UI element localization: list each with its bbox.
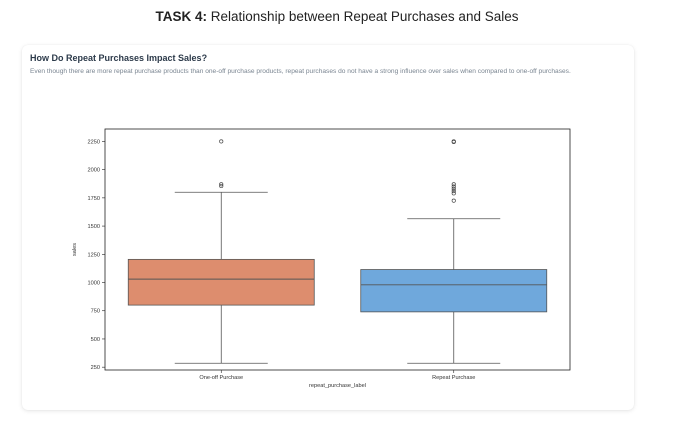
plot-frame — [104, 128, 571, 371]
outlier-point — [451, 184, 456, 189]
y-tick-label: 250 — [91, 365, 100, 371]
x-axis-label: repeat_purchase_label — [309, 383, 366, 389]
y-tick-label: 500 — [91, 337, 100, 343]
x-tick-label: One-off Purchase — [199, 375, 243, 381]
outlier-point — [219, 182, 224, 187]
task-title-text: Relationship between Repeat Purchases an… — [210, 9, 519, 24]
iqr-box — [127, 258, 315, 306]
card-heading: How Do Repeat Purchases Impact Sales? — [30, 53, 208, 63]
y-tick-label: 750 — [91, 309, 100, 315]
x-tick-label: Repeat Purchase — [432, 375, 475, 381]
outlier-point — [451, 191, 456, 196]
y-tick-label: 2000 — [88, 168, 100, 174]
y-tick-label: 1750 — [88, 196, 100, 202]
outlier-point — [451, 139, 456, 144]
box-repeat — [360, 139, 548, 364]
y-axis-label: sales — [72, 243, 78, 256]
outlier-point — [451, 182, 456, 187]
outlier-point — [219, 139, 224, 144]
chart-card: How Do Repeat Purchases Impact Sales? Ev… — [22, 45, 634, 410]
outlier-point — [451, 186, 456, 191]
task-title: TASK 4: Relationship between Repeat Purc… — [0, 9, 674, 24]
y-tick-label: 1250 — [88, 252, 100, 258]
outlier-point — [451, 189, 456, 194]
y-tick-label: 2250 — [88, 139, 100, 145]
outlier-point — [451, 198, 456, 203]
iqr-box — [360, 269, 548, 313]
box-one-off — [127, 139, 315, 364]
outlier-point — [219, 183, 224, 189]
card-description: Even though there are more repeat purcha… — [30, 68, 571, 75]
y-tick-label: 1500 — [88, 224, 100, 230]
y-tick-label: 1000 — [88, 281, 100, 287]
task-label: TASK 4: — [155, 9, 208, 24]
